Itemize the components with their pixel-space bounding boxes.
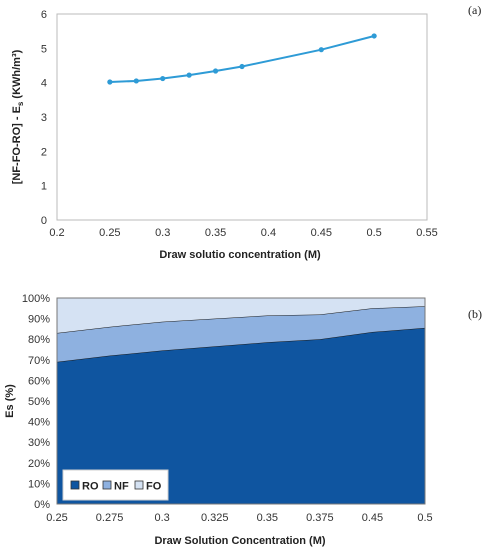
data-point-a (107, 79, 113, 85)
legend-label-ro: RO (82, 481, 99, 493)
x-tick-label-b: 0.375 (306, 512, 334, 524)
panel-label-b: (b) (468, 307, 482, 321)
x-tick-label-a: 0.4 (261, 227, 276, 239)
data-point-a (160, 75, 166, 82)
y-tick-label-a: 0 (41, 215, 47, 227)
legend-label-fo: FO (146, 481, 162, 493)
chart-a: (a) 0.2 0.25 0.3 0.35 0.4 0.45 0.5 0.55 0 1 2 3 4 5 6… (11, 3, 481, 261)
x-tick-label-b: 0.5 (417, 512, 432, 524)
plot-area-a (56, 13, 428, 221)
data-point-a (371, 33, 377, 39)
x-tick-label-b: 0.35 (257, 512, 278, 524)
x-ticks-a: 0.2 0.25 0.3 0.35 0.4 0.45 0.5 0.55 (49, 227, 437, 239)
y-tick-label-a: 2 (41, 146, 47, 158)
data-point-a (186, 72, 192, 78)
x-tick-label-b: 0.275 (96, 512, 124, 524)
x-tick-label-a: 0.5 (366, 227, 381, 239)
y-tick-label-b: 90% (28, 314, 50, 326)
x-tick-label-a: 0.3 (155, 227, 170, 239)
legend-box (62, 469, 169, 501)
chart-b: (b) 0.25 0.275 0.3 0.325 0.35 0.375 0.45 0.5 0%… (4, 293, 482, 547)
y-ticks-b: 0% 10% 20% 30% 40% 50% 60% 70% 80% 90% 100% (22, 293, 50, 511)
y-tick-label-a: 5 (41, 43, 47, 55)
series-a (107, 33, 377, 85)
y-ticks-a: 0 1 2 3 4 5 6 (41, 9, 47, 227)
y-tick-label-a: 6 (41, 9, 47, 21)
panel-label-a: (a) (468, 3, 481, 17)
x-tick-label-b: 0.325 (201, 512, 229, 524)
y-axis-title-b: Es (%) (4, 384, 16, 418)
y-tick-label-a: 3 (41, 112, 47, 124)
x-tick-label-b: 0.45 (362, 512, 383, 524)
plot-area-b (56, 297, 426, 505)
y-tick-label-b: 10% (28, 478, 50, 490)
y-tick-label-b: 50% (28, 396, 50, 408)
area-fo (57, 298, 425, 334)
x-tick-label-a: 0.2 (49, 227, 64, 239)
y-tick-label-b: 0% (34, 499, 50, 511)
series-line-a (109, 35, 375, 83)
y-tick-label-b: 40% (28, 417, 50, 429)
data-point-a (133, 78, 139, 84)
data-point-a (239, 63, 245, 70)
data-point-a (212, 68, 219, 74)
x-tick-label-a: 0.25 (99, 227, 120, 239)
x-axis-title-b: Draw Solution Concentration (M) (154, 535, 325, 547)
y-tick-label-b: 30% (28, 437, 50, 449)
x-tick-label-a: 0.55 (416, 227, 437, 239)
x-tick-label-b: 0.25 (46, 512, 67, 524)
area-ro (57, 327, 425, 504)
legend-label-nf: NF (114, 481, 129, 493)
y-tick-label-b: 60% (28, 375, 50, 387)
legend-b: RO NF FO (62, 469, 169, 501)
legend-swatch-ro (70, 480, 80, 490)
y-tick-label-b: 80% (28, 334, 50, 346)
y-axis-title-a: [NF-FO-RO] - Es (KWh/m³) (11, 49, 25, 184)
y-tick-label-b: 100% (22, 293, 50, 305)
x-tick-label-a: 0.45 (311, 227, 332, 239)
x-tick-label-b: 0.3 (154, 512, 169, 524)
legend-swatch-nf (102, 480, 112, 490)
x-ticks-b: 0.25 0.275 0.3 0.325 0.35 0.375 0.45 0.5 (46, 512, 432, 524)
area-nf (57, 306, 425, 362)
y-tick-label-a: 1 (41, 181, 47, 193)
y-tick-label-b: 70% (28, 355, 50, 367)
y-tick-label-b: 20% (28, 458, 50, 470)
x-axis-title-a: Draw solutio concentration (M) (159, 249, 321, 261)
y-tick-label-a: 4 (41, 78, 47, 90)
data-point-a (318, 47, 324, 53)
x-tick-label-a: 0.35 (205, 227, 226, 239)
series-b (56, 298, 426, 504)
legend-swatch-fo (134, 480, 144, 490)
